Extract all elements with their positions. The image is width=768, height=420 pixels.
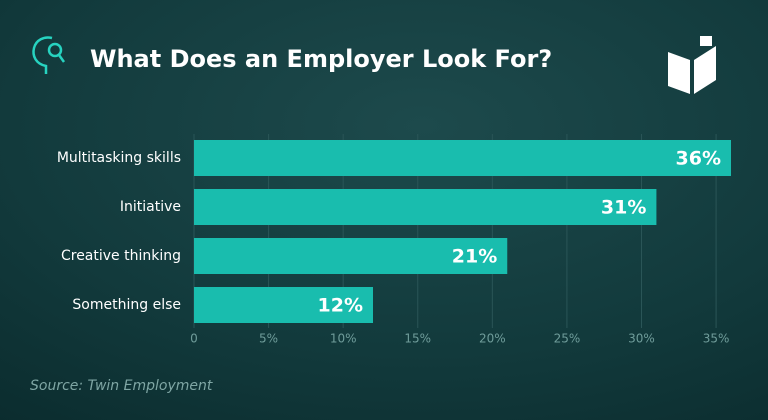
y-tick-label: Initiative xyxy=(120,199,181,215)
value-label: 12% xyxy=(318,295,363,317)
x-tick-label: 0 xyxy=(190,332,198,346)
x-tick-label: 20% xyxy=(479,332,506,346)
logo xyxy=(668,36,716,94)
chart-title: What Does an Employer Look For? xyxy=(90,45,552,73)
x-tick-label: 15% xyxy=(404,332,431,346)
y-tick-label: Something else xyxy=(72,297,181,313)
bar xyxy=(194,140,731,176)
x-tick-label: 35% xyxy=(703,332,730,346)
value-label: 21% xyxy=(452,246,497,268)
value-label: 31% xyxy=(601,197,646,219)
x-tick-label: 5% xyxy=(259,332,278,346)
value-label: 36% xyxy=(676,148,721,170)
bar xyxy=(194,287,373,323)
y-tick-label: Multitasking skills xyxy=(57,150,181,166)
bar xyxy=(194,189,657,225)
source: Source: Twin Employment xyxy=(30,378,213,394)
bar xyxy=(194,238,508,274)
head-icon xyxy=(32,36,66,74)
x-tick-label: 25% xyxy=(554,332,581,346)
x-tick-label: 30% xyxy=(628,332,655,346)
x-tick-label: 10% xyxy=(330,332,357,346)
y-tick-label: Creative thinking xyxy=(61,248,181,264)
